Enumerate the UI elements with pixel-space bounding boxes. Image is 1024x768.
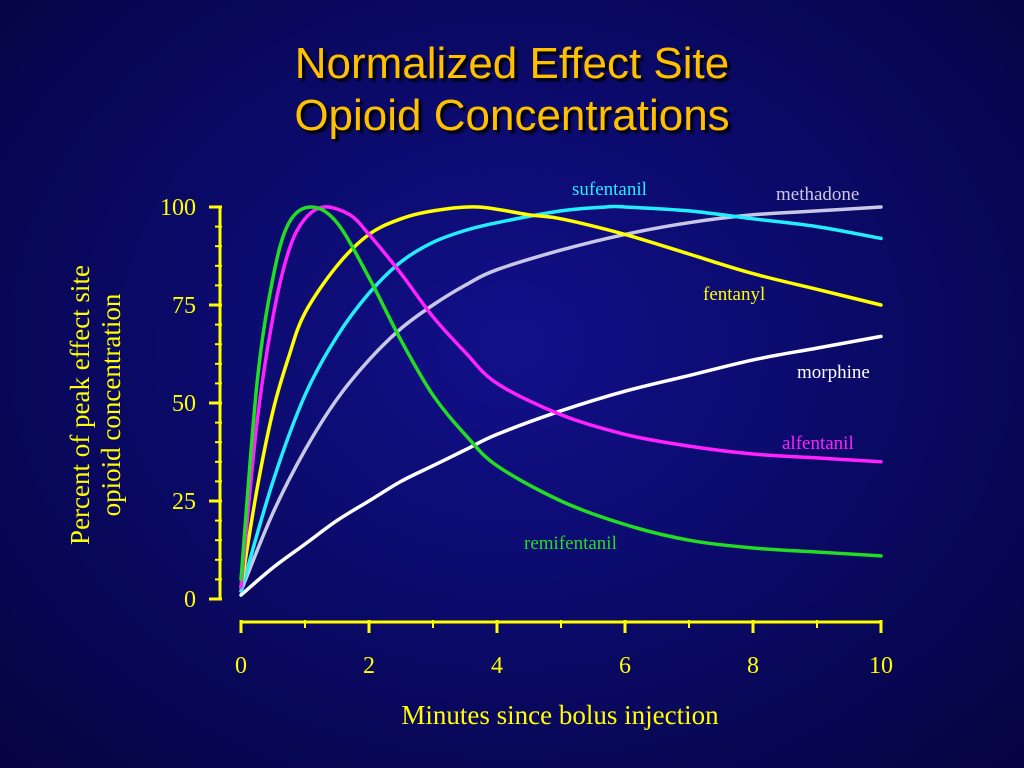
x-tick-label: 8: [747, 653, 759, 679]
series-label-morphine: morphine: [797, 362, 870, 383]
series-line-sufentanil: [239, 204, 883, 593]
chart-title: Normalized Effect Site Opioid Concentrat…: [0, 38, 1024, 142]
series-line-morphine: [239, 334, 883, 597]
x-tick-label: 10: [869, 653, 893, 679]
series-line-alfentanil: [239, 205, 883, 589]
x-tick-label: 4: [491, 653, 503, 679]
series-labels: remifentanil alfentanil fentanyl sufentanil…: [524, 179, 870, 554]
series-label-methadone: methadone: [776, 184, 859, 205]
y-tick-label: 100: [160, 195, 196, 221]
y-axis-title: Percent of peak effect site opioid conce…: [65, 265, 126, 545]
series-label-alfentanil: alfentanil: [782, 433, 854, 454]
chart-title-line-1: Normalized Effect Site: [294, 39, 730, 88]
y-tick-label: 50: [172, 391, 196, 417]
series-line-remifentanil: [239, 205, 883, 582]
x-tick-label: 2: [363, 653, 375, 679]
y-tick-label: 0: [184, 587, 196, 613]
series-label-sufentanil: sufentanil: [572, 179, 647, 200]
y-axis-title-line-2: opioid concentration: [96, 293, 126, 516]
x-tick-label: 0: [235, 653, 247, 679]
x-axis-title: Minutes since bolus injection: [401, 700, 719, 730]
series-label-remifentanil: remifentanil: [524, 533, 617, 554]
series-line-fentanyl: [239, 205, 883, 589]
y-tick-label: 25: [172, 489, 196, 515]
series-lines: [239, 204, 883, 597]
y-tick-label: 75: [172, 293, 196, 319]
series-label-fentanyl: fentanyl: [703, 284, 765, 305]
x-tick-label: 6: [619, 653, 631, 679]
chart-title-line-2: Opioid Concentrations: [294, 91, 730, 140]
y-axis-title-line-1: Percent of peak effect site: [65, 265, 95, 545]
axes: 0 25 50 75 100 0 2 4 6 8 10: [160, 195, 893, 679]
